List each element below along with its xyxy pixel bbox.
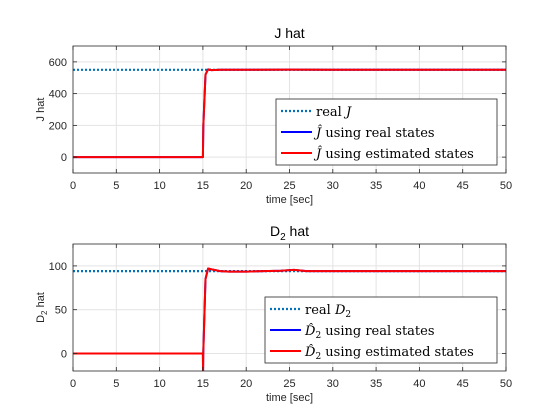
chart-2: 0 5 10 15 20 25 30 35 40 45 50 0 50 100 D2 hat time [se… bbox=[35, 223, 512, 404]
chart-1: 0 5 10 15 20 25 30 35 40 45 50 0 200 400 600 J hat time … bbox=[35, 25, 512, 206]
chart-title: J hat bbox=[274, 25, 304, 41]
legend: real J Ĵ using real states Ĵ using estimat… bbox=[275, 98, 498, 166]
x-tick-label: 25 bbox=[283, 378, 295, 390]
x-tick-label: 45 bbox=[457, 180, 469, 192]
x-tick-label: 25 bbox=[283, 180, 295, 192]
y-tick-label: 50 bbox=[55, 305, 67, 317]
y-tick-label: 600 bbox=[49, 57, 67, 69]
y-tick-label: 0 bbox=[61, 348, 67, 360]
chart-title: D2 hat bbox=[270, 223, 309, 243]
y-axis-label: J hat bbox=[35, 98, 47, 122]
y-tick-label: 0 bbox=[61, 152, 67, 164]
y-tick-label: 200 bbox=[49, 120, 67, 132]
legend-box bbox=[275, 98, 498, 166]
legend-entry-3: D̂2 using estimated states bbox=[304, 344, 474, 362]
x-tick-label: 0 bbox=[70, 180, 76, 192]
y-tick-label: 400 bbox=[49, 89, 67, 101]
x-tick-label: 10 bbox=[153, 378, 165, 390]
series-group bbox=[73, 68, 506, 159]
y-axis-label: D2 hat bbox=[35, 292, 49, 323]
x-tick-label: 5 bbox=[113, 180, 119, 192]
legend-entry-1: real J bbox=[316, 105, 352, 120]
legend-entry-2: Ĵ using real states bbox=[313, 125, 435, 141]
x-tick-label: 45 bbox=[457, 378, 469, 390]
x-tick-label: 10 bbox=[153, 180, 165, 192]
x-tick-label: 50 bbox=[500, 180, 512, 192]
x-tick-label: 30 bbox=[327, 180, 339, 192]
legend-entry-3: Ĵ using estimated states bbox=[313, 146, 474, 162]
x-tick-label: 40 bbox=[413, 378, 425, 390]
x-tick-label: 15 bbox=[197, 378, 209, 390]
legend-entry-1: real D2 bbox=[305, 303, 351, 320]
x-tick-label: 15 bbox=[197, 180, 209, 192]
x-tick-label: 35 bbox=[370, 378, 382, 390]
x-tick-label: 35 bbox=[370, 180, 382, 192]
x-tick-label: 5 bbox=[113, 378, 119, 390]
x-tick-label: 20 bbox=[240, 378, 252, 390]
x-axis-label: time [sec] bbox=[266, 194, 313, 206]
x-tick-label: 20 bbox=[240, 180, 252, 192]
x-axis-label: time [sec] bbox=[266, 392, 313, 404]
series-line-3 bbox=[73, 68, 506, 159]
series-group bbox=[73, 267, 506, 371]
x-tick-label: 30 bbox=[327, 378, 339, 390]
legend-box bbox=[264, 296, 498, 364]
x-tick-label: 0 bbox=[70, 378, 76, 390]
x-tick-label: 50 bbox=[500, 378, 512, 390]
series-line-3 bbox=[73, 267, 506, 371]
legend-entry-2: D̂2 using real states bbox=[304, 323, 435, 341]
legend: real D2 D̂2 using real states D̂2 using es… bbox=[264, 296, 498, 364]
y-tick-label: 100 bbox=[49, 261, 67, 273]
x-tick-label: 40 bbox=[413, 180, 425, 192]
